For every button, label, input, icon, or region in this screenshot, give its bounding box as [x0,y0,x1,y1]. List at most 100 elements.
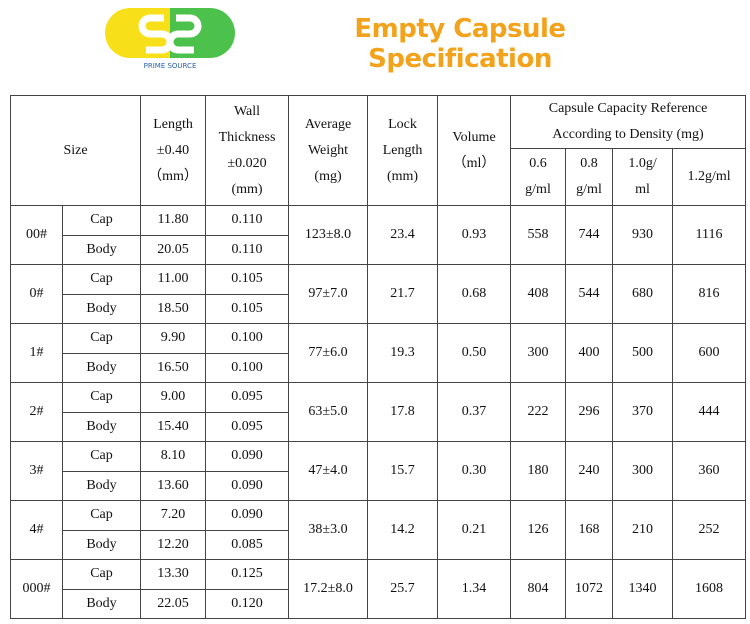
header-line: Capsule Capacity Reference [548,101,708,116]
weight-cell: 77±6.0 [288,323,369,383]
capacity-cell: 744 [565,205,614,265]
header-line: ml [635,182,650,197]
header-line: Volume [452,129,496,145]
capacity-cell: 930 [612,205,674,265]
length-cell: 12.20 [140,529,207,560]
table-row: Body 16.50 0.100 [11,352,746,383]
part-cell: Body [61,588,142,619]
capacity-cell: 180 [510,441,567,501]
length-cell: 9.00 [140,382,207,413]
capacity-cell: 558 [510,205,567,265]
capacity-cell: 126 [510,500,567,560]
volume-cell: 0.68 [437,264,512,324]
header-line: g/ml [576,182,602,197]
capacity-cell: 816 [672,264,747,324]
part-cell: Cap [61,264,142,295]
part-cell: Cap [61,559,142,590]
capacity-cell: 600 [672,323,747,383]
wall-cell: 0.095 [205,411,290,442]
size-cell: 2# [10,382,63,442]
capacity-cell: 252 [672,500,747,560]
part-cell: Cap [61,500,142,531]
table-row: 00# Cap 11.80 0.110 123±8.0 23.4 0.93 558 744 930… [10,205,747,265]
lock-cell: 15.7 [367,441,439,501]
length-cell: 16.50 [140,352,207,383]
capacity-cell: 400 [565,323,614,383]
table-row: Size Length ±0.40 （mm） Wall Thickness ±0.020 (m… [9,95,747,206]
length-cell: 7.20 [140,500,207,531]
capacity-cell: 1072 [565,559,614,619]
lock-cell: 21.7 [367,264,439,324]
part-cell: Body [61,470,142,501]
page-title: Empty Capsule Specification [354,14,566,74]
header-line: Average [304,116,352,132]
size-cell: 0# [10,264,63,324]
weight-cell: 17.2±8.0 [288,559,369,619]
header-line: Length [153,116,193,132]
part-cell: Cap [61,323,142,354]
volume-cell: 0.50 [437,323,512,383]
table-row: Body 12.20 0.085 [11,529,746,560]
part-cell: Cap [61,382,142,413]
capacity-cell: 1116 [672,205,747,265]
length-cell: 15.40 [140,411,207,442]
capacity-cell: 408 [510,264,567,324]
column-header: Volume （ml） [437,95,512,206]
header-line: 1.2g/ml [687,169,731,184]
volume-cell: 0.21 [437,500,512,560]
table-row: 3# Cap 8.10 0.090 47±4.0 15.7 0.30 180 240 300 360 [10,441,747,501]
lock-cell: 25.7 [367,559,439,619]
length-cell: 13.60 [140,470,207,501]
capacity-cell: 444 [672,382,747,442]
table-row: Body 22.05 0.120 [11,588,746,619]
length-cell: 18.50 [140,293,207,324]
header-line: （mm） [148,168,198,184]
capacity-cell: 168 [565,500,614,560]
capacity-cell: 1608 [672,559,747,619]
volume-cell: 1.34 [437,559,512,619]
column-header: Lock Length (mm) [367,95,439,206]
capacity-cell: 360 [672,441,747,501]
header-line: 0.6 [529,156,547,171]
header-line: （ml） [452,155,496,171]
size-cell: 000# [10,559,63,619]
wall-cell: 0.090 [205,470,290,501]
length-cell: 22.05 [140,588,207,619]
lock-cell: 19.3 [367,323,439,383]
length-cell: 11.00 [140,264,207,295]
weight-cell: 123±8.0 [288,205,369,265]
weight-cell: 47±4.0 [288,441,369,501]
header-line: Wall [233,103,261,119]
lock-cell: 14.2 [367,500,439,560]
wall-cell: 0.110 [205,205,290,236]
table-row: 0.6 g/ml 0.8 g/ml 1.0g/ml 1.2g/ml [11,148,747,206]
volume-cell: 0.37 [437,382,512,442]
wall-cell: 0.095 [205,382,290,413]
table-row: 000# Cap 13.30 0.125 17.2±8.0 25.7 1.34 804 1072… [10,559,747,619]
header-line: ±0.020 [227,155,267,171]
capacity-cell: 240 [565,441,614,501]
wall-cell: 0.105 [205,293,290,324]
capacity-cell: 210 [612,500,674,560]
length-cell: 8.10 [140,441,207,472]
weight-cell: 63±5.0 [288,382,369,442]
header-line: 0.8 [580,156,598,171]
length-cell: 11.80 [140,205,207,236]
wall-cell: 0.105 [205,264,290,295]
capacity-cell: 222 [510,382,567,442]
wall-cell: 0.125 [205,559,290,590]
capacity-cell: 300 [510,323,567,383]
part-cell: Body [61,234,142,265]
size-cell: 3# [10,441,63,501]
table-row: Body 18.50 0.105 [11,293,746,324]
table-row: Body 13.60 0.090 [11,470,746,501]
capacity-cell: 296 [565,382,614,442]
weight-cell: 38±3.0 [288,500,369,560]
header-line: According to Density (mg) [552,127,704,142]
size-cell: 00# [10,205,63,265]
density-header: 1.2g/ml [672,148,747,206]
density-header: 0.8 g/ml [565,148,614,206]
part-cell: Cap [61,441,142,472]
table-row: Body 20.05 0.110 [11,234,746,265]
